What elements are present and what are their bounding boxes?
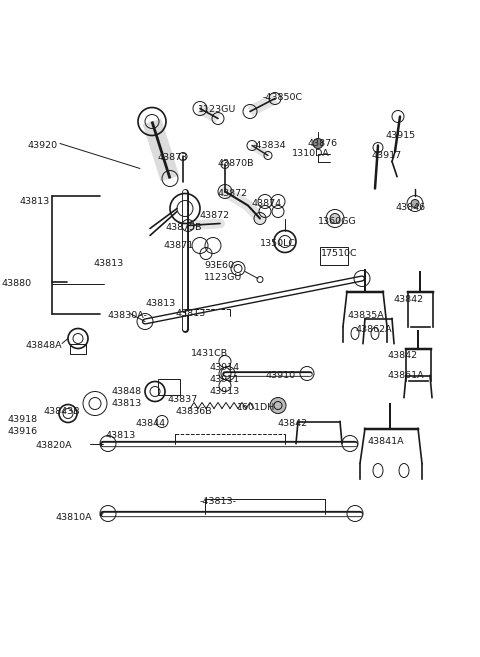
Text: 43843B: 43843B	[43, 407, 80, 417]
Text: 1123GU: 1123GU	[204, 273, 242, 283]
Text: 43835A: 43835A	[348, 311, 385, 321]
Text: 43918: 43918	[8, 415, 38, 424]
Text: 43813: 43813	[20, 196, 50, 206]
Text: 43862A: 43862A	[355, 325, 392, 334]
Bar	[158, 378, 180, 394]
Text: -43850C: -43850C	[263, 93, 303, 102]
Text: 43917: 43917	[372, 152, 402, 160]
Text: 43920: 43920	[28, 141, 58, 150]
Bar	[70, 344, 86, 353]
Circle shape	[411, 200, 419, 208]
Text: 93E60-: 93E60-	[204, 261, 238, 271]
Text: -43834: -43834	[253, 141, 287, 150]
Text: 43876: 43876	[308, 139, 338, 148]
Text: 43872: 43872	[218, 189, 248, 198]
Text: 43873: 43873	[158, 154, 188, 162]
Text: 43911: 43911	[209, 376, 239, 384]
Text: 1350LC: 1350LC	[260, 240, 296, 248]
Text: 43913: 43913	[209, 388, 239, 397]
Text: 43813: 43813	[105, 432, 135, 440]
Circle shape	[313, 139, 323, 148]
Text: 1360GG: 1360GG	[318, 217, 357, 225]
Text: 43875B: 43875B	[165, 223, 202, 233]
Text: 1310DA: 1310DA	[292, 150, 330, 158]
Text: 43810A: 43810A	[55, 514, 92, 522]
Text: 43813: 43813	[146, 300, 176, 309]
Text: 43861A: 43861A	[388, 371, 425, 380]
Circle shape	[330, 214, 340, 223]
Text: 1601DH: 1601DH	[237, 403, 275, 413]
Text: 43914: 43914	[209, 363, 239, 373]
Text: 43910: 43910	[266, 371, 296, 380]
Text: 43871: 43871	[164, 242, 194, 250]
Text: 43846: 43846	[395, 204, 425, 212]
Text: 43870B: 43870B	[218, 160, 254, 168]
Bar	[320, 246, 348, 265]
Text: 43842: 43842	[278, 420, 308, 428]
Text: 43916: 43916	[8, 428, 38, 436]
Text: 17510C: 17510C	[321, 250, 358, 258]
Text: 43820A: 43820A	[36, 442, 72, 451]
Text: 43848A: 43848A	[26, 342, 62, 350]
Text: 43813: 43813	[93, 260, 123, 269]
Text: 43841A: 43841A	[368, 438, 405, 447]
Text: 1123GU: 1123GU	[198, 106, 236, 114]
Text: 43874: 43874	[252, 200, 282, 208]
Text: 43848: 43848	[111, 388, 141, 397]
Text: 43836B: 43836B	[176, 407, 213, 417]
Text: 43844: 43844	[136, 420, 166, 428]
Circle shape	[270, 397, 286, 413]
Text: 43813: 43813	[111, 399, 141, 409]
Text: 43837: 43837	[168, 396, 198, 405]
Text: -43813-: -43813-	[200, 497, 237, 507]
Text: 43915: 43915	[385, 131, 415, 141]
Text: 43872: 43872	[200, 212, 230, 221]
Text: 43842: 43842	[394, 296, 424, 304]
Text: 43813: 43813	[176, 309, 206, 319]
Text: 43830A-: 43830A-	[108, 311, 148, 321]
Text: 43880: 43880	[2, 279, 32, 288]
Text: 43842: 43842	[388, 351, 418, 361]
Text: 1431CB: 1431CB	[191, 350, 228, 359]
